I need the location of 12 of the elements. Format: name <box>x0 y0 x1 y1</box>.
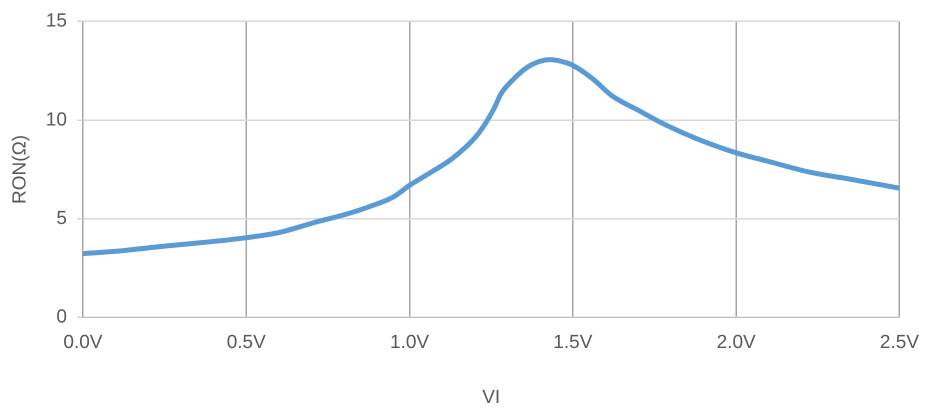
y-tick-label: 10 <box>46 109 67 130</box>
x-axis-title: VI <box>482 386 500 408</box>
y-tick-label: 15 <box>46 10 67 32</box>
x-tick-label: 0.0V <box>63 332 103 354</box>
y-axis-title: RON(Ω) <box>10 134 31 204</box>
x-tick-label: 1.5V <box>553 332 593 354</box>
x-tick-label: 2.0V <box>716 332 756 354</box>
x-tick-label: 1.0V <box>390 332 430 354</box>
x-tick-label: 2.5V <box>880 332 920 354</box>
y-tick-label: 5 <box>56 208 67 229</box>
x-tick-label: 0.5V <box>226 332 266 354</box>
y-tick-label: 0 <box>56 306 67 328</box>
